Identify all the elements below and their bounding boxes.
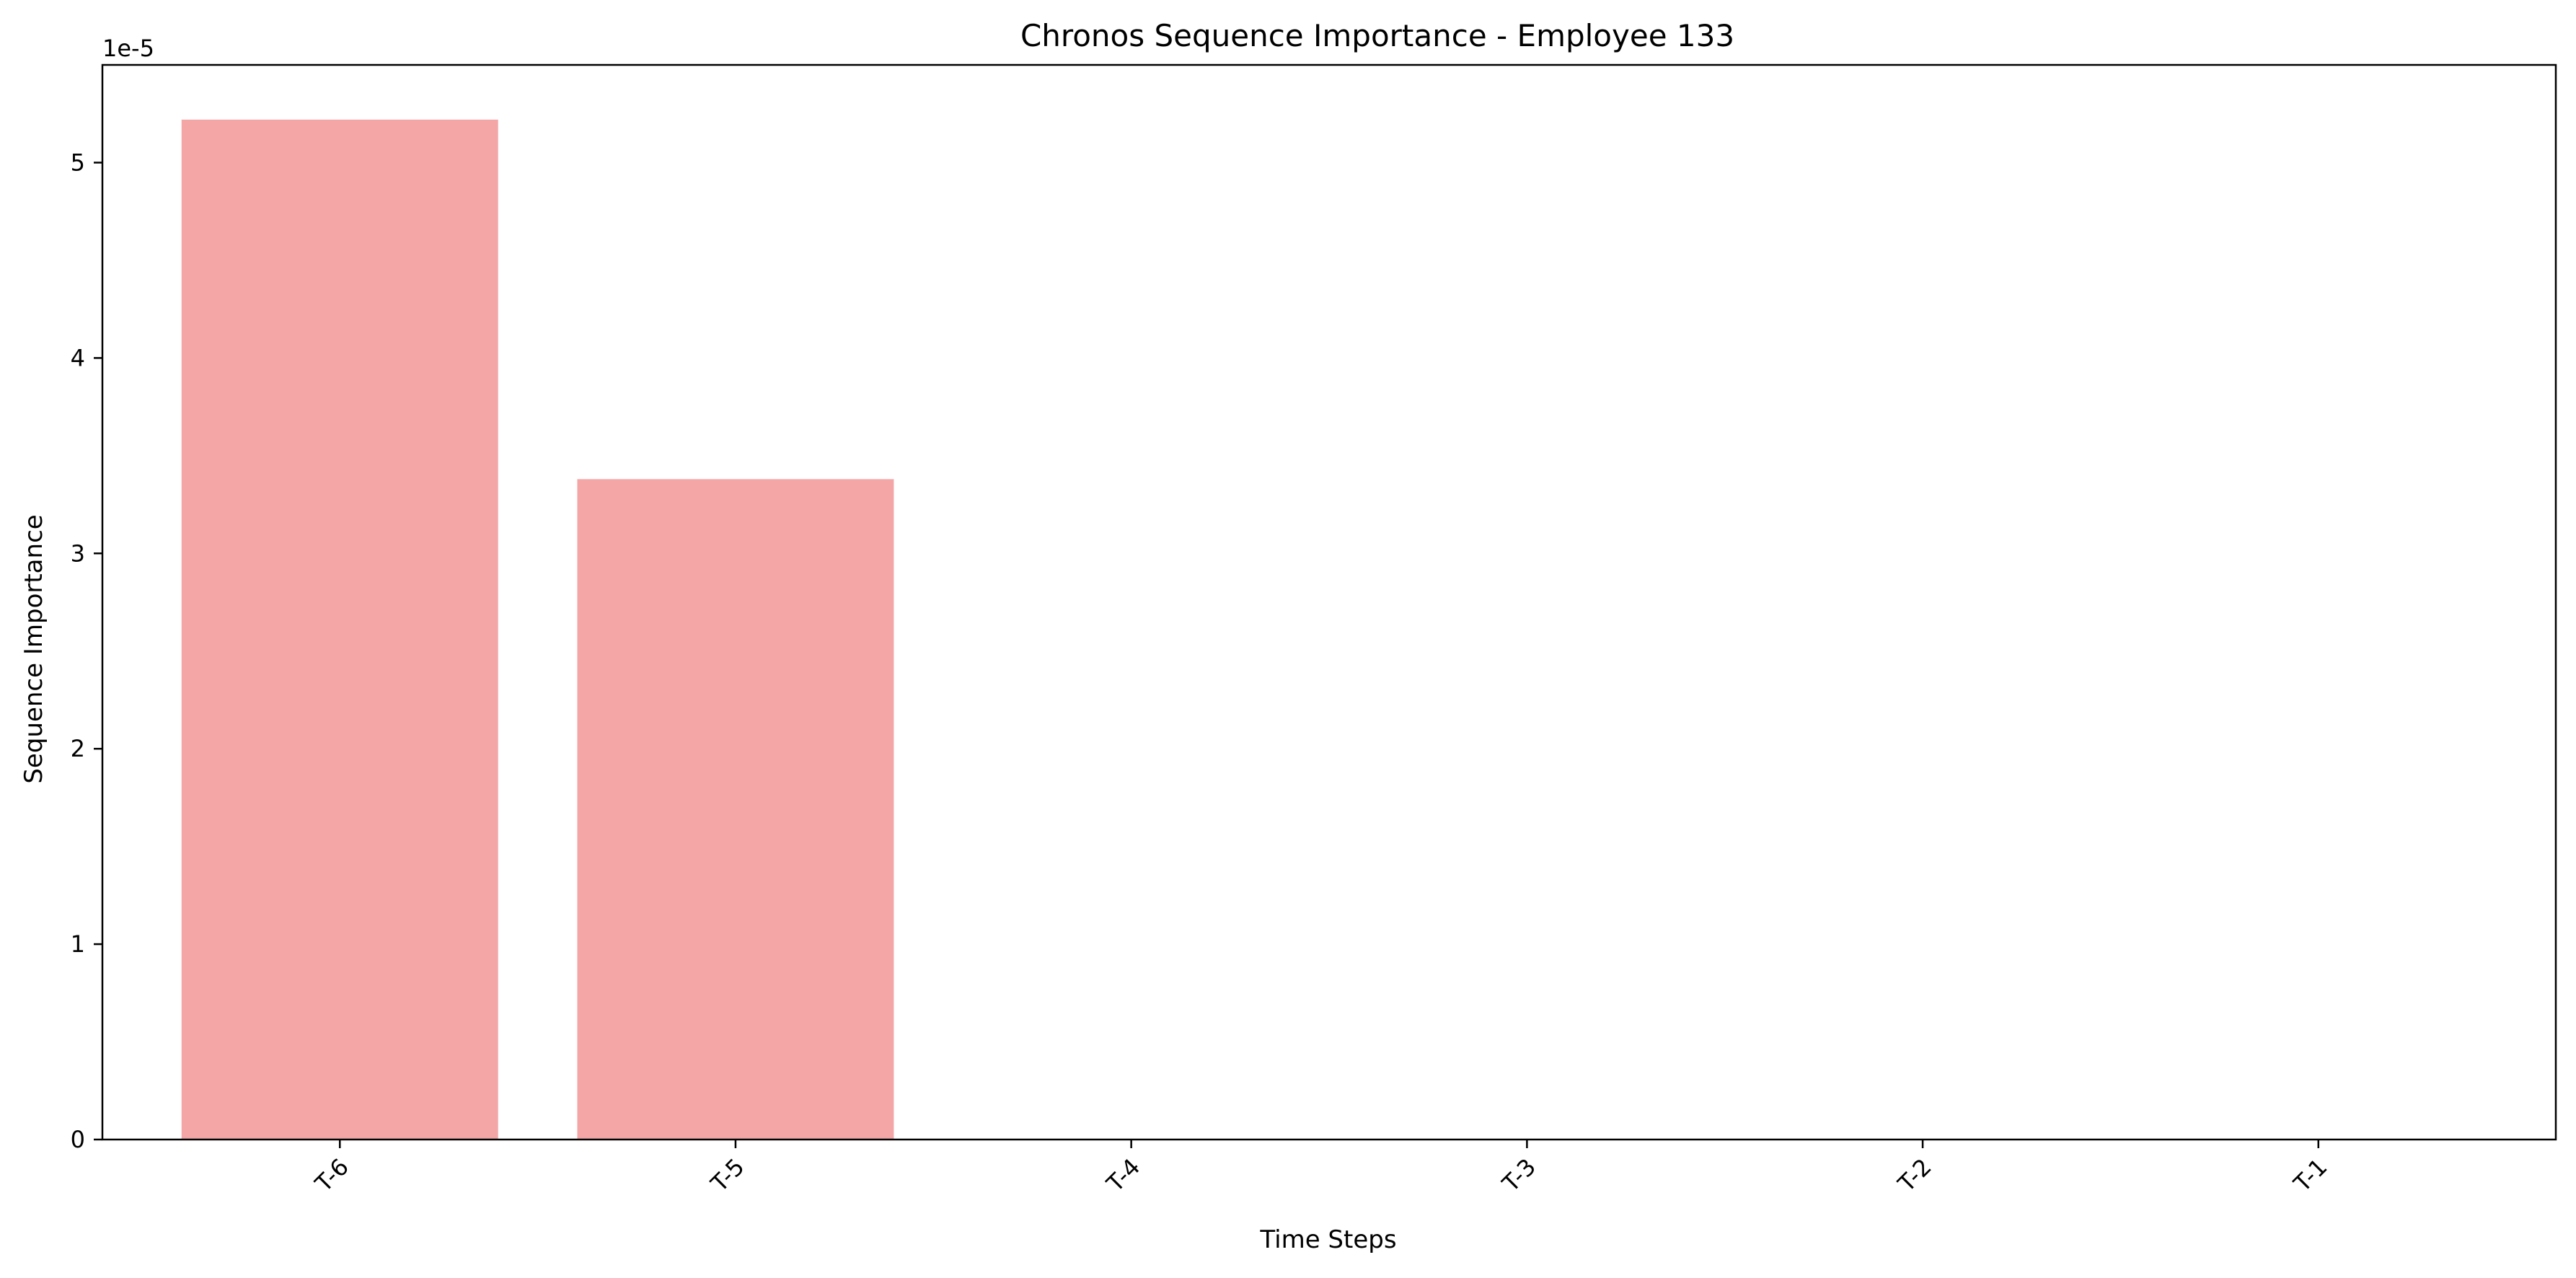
y-tick-label-4: 4 [71,344,85,371]
x-tick-label-T-5: T-5 [705,1153,750,1198]
y-axis-offset-label: 1e-5 [102,35,154,62]
x-ticks-group: T-6 T-5 T-4 T-3 T-2 T-1 [309,1140,2332,1198]
y-tick-label-5: 5 [71,149,85,176]
y-ticks-group: 0 1 2 3 4 5 [71,149,102,1153]
x-tick-label-T-6: T-6 [309,1153,354,1198]
bars-group [181,119,894,1140]
plot-area-frame [101,63,2557,1141]
chart-title: Chronos Sequence Importance - Employee 1… [1020,18,1734,53]
bar-T-6 [181,119,498,1140]
x-tick-label-T-4: T-4 [1100,1153,1145,1198]
x-tick-label-T-2: T-2 [1892,1153,1937,1198]
bar-T-5 [577,479,894,1140]
y-axis-label: Sequence Importance [19,514,48,783]
x-axis-label: Time Steps [1259,1225,1396,1254]
x-tick-label-T-3: T-3 [1496,1153,1541,1198]
x-tick-label-T-1: T-1 [2288,1153,2333,1198]
y-tick-label-1: 1 [71,930,85,958]
y-tick-label-0: 0 [71,1126,85,1153]
y-tick-label-2: 2 [71,735,85,762]
y-tick-label-3: 3 [71,539,85,567]
